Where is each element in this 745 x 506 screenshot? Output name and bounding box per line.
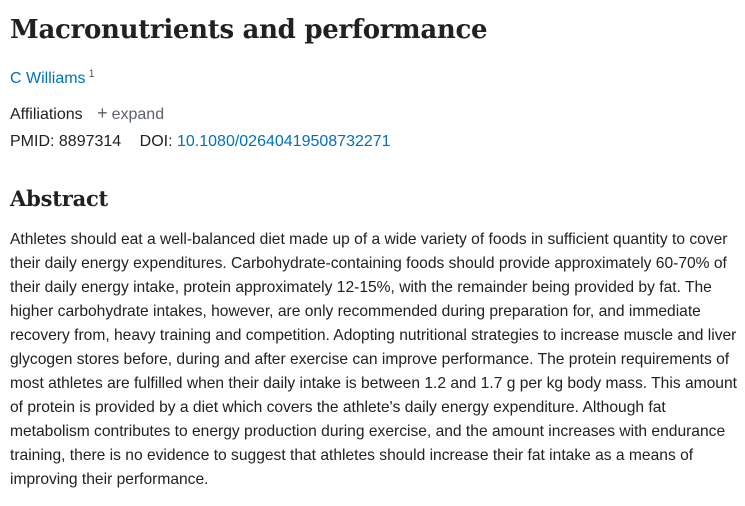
abstract-text: Athletes should eat a well-balanced diet… xyxy=(10,231,737,488)
pmid-value: 8897314 xyxy=(58,133,122,150)
pmid-label: PMID: xyxy=(10,133,55,150)
affiliations-row: Affiliations + expand xyxy=(10,104,164,126)
authors-list: C Williams 1 xyxy=(10,68,95,90)
identifiers-row: PMID: 8897314 DOI: 10.1080/0264041950873… xyxy=(10,131,391,153)
author-link[interactable]: C Williams xyxy=(10,70,86,87)
affiliations-expand-button[interactable]: + expand xyxy=(97,103,165,123)
doi-link[interactable]: 10.1080/02640419508732271 xyxy=(177,133,391,150)
affiliations-label: Affiliations xyxy=(10,106,83,123)
expand-label: expand xyxy=(111,106,165,123)
doi-label: DOI: xyxy=(139,133,173,150)
plus-icon: + xyxy=(97,103,108,123)
article-title: Macronutrients and performance xyxy=(10,15,488,45)
abstract-heading: Abstract xyxy=(10,186,109,211)
doi-group: DOI: 10.1080/02640419508732271 xyxy=(140,133,391,150)
author-affiliation-ref[interactable]: 1 xyxy=(88,67,95,80)
